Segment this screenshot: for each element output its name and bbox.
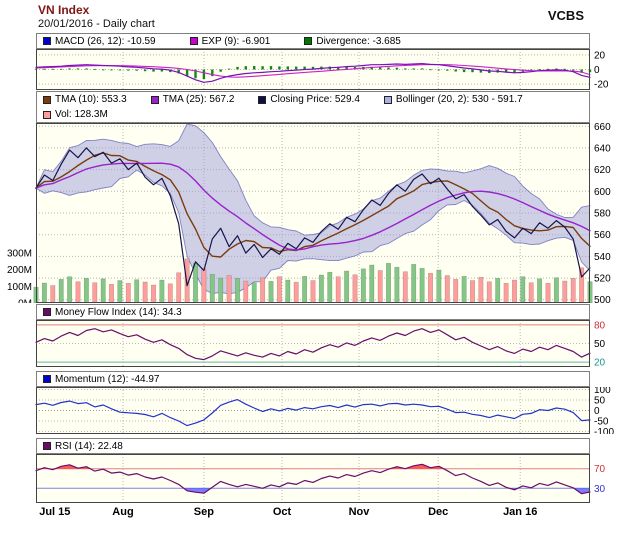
svg-text:-50: -50 — [594, 417, 609, 428]
svg-text:200M: 200M — [7, 265, 32, 276]
macd-legend-label: MACD (26, 12): -10.59 — [55, 35, 156, 47]
mfi-legend-label: Money Flow Index (14): 34.3 — [55, 306, 182, 318]
svg-text:0: 0 — [594, 406, 600, 417]
x-axis-label: Jan 16 — [503, 506, 538, 518]
closing-price-legend-item: Closing Price: 529.4 — [258, 94, 360, 105]
svg-text:100: 100 — [594, 387, 611, 396]
svg-text:640: 640 — [594, 143, 611, 154]
momentum-legend-label: Momentum (12): -44.97 — [55, 373, 160, 385]
macd-swatch — [43, 37, 51, 45]
rsi-legend-label: RSI (14): 22.48 — [55, 440, 123, 452]
svg-text:-100: -100 — [594, 427, 614, 434]
x-axis-label: Sep — [193, 506, 214, 518]
bollinger-swatch — [383, 95, 392, 104]
volume-legend-item: Vol: 128.3M — [43, 109, 108, 120]
x-axis-label: Oct — [272, 506, 292, 518]
x-axis-label: Dec — [428, 506, 449, 518]
bollinger-legend-item: Bollinger (20, 2): 530 - 591.7 — [383, 94, 523, 105]
tma10-legend-label: TMA (10): 553.3 — [55, 94, 127, 105]
rsi-swatch — [43, 442, 51, 450]
svg-text:540: 540 — [594, 252, 611, 263]
svg-text:600: 600 — [594, 187, 611, 198]
price-legend: TMA (10): 553.3 TMA (25): 567.2 Closing … — [36, 91, 590, 123]
svg-text:80: 80 — [594, 320, 606, 331]
tma10-swatch — [43, 95, 51, 104]
svg-text:70: 70 — [594, 464, 606, 475]
volume-legend-label: Vol: 128.3M — [55, 109, 108, 120]
svg-text:0: 0 — [594, 65, 600, 76]
momentum-legend: Momentum (12): -44.97 — [36, 371, 590, 387]
volume-swatch — [43, 110, 51, 119]
mfi-swatch — [43, 308, 51, 316]
tma25-legend-label: TMA (25): 567.2 — [162, 94, 235, 105]
divergence-swatch — [304, 37, 313, 45]
macd-legend-item: MACD (26, 12): -10.59 — [43, 36, 156, 47]
price-legend-row-2: Vol: 128.3M — [37, 107, 589, 122]
x-axis-label: Jul 15 — [39, 506, 71, 518]
price-legend-row-1: TMA (10): 553.3 TMA (25): 567.2 Closing … — [37, 92, 589, 107]
momentum-swatch — [43, 375, 51, 383]
rsi-legend-item: RSI (14): 22.48 — [43, 441, 123, 452]
rsi-plot: 70 30 — [35, 454, 606, 503]
svg-text:-20: -20 — [594, 80, 609, 90]
svg-text:300M: 300M — [7, 249, 32, 260]
divergence-legend-label: Divergence: -3.685 — [316, 35, 401, 47]
brand-logo: VCBS — [547, 8, 584, 23]
svg-text:30: 30 — [594, 484, 606, 495]
svg-text:20: 20 — [594, 50, 606, 61]
svg-text:100M: 100M — [7, 282, 32, 293]
svg-text:560: 560 — [594, 230, 611, 241]
rsi-legend: RSI (14): 22.48 — [36, 438, 590, 454]
exp-legend-label: EXP (9): -6.901 — [201, 35, 271, 47]
mfi-legend-item: Money Flow Index (14): 34.3 — [43, 307, 182, 318]
svg-text:620: 620 — [594, 165, 611, 176]
mfi-legend: Money Flow Index (14): 34.3 — [36, 304, 590, 320]
exp-legend-item: EXP (9): -6.901 — [189, 35, 271, 47]
closing-price-legend-label: Closing Price: 529.4 — [270, 94, 360, 105]
price-plot: 660 640 620 600 580 560 540 520 500 300M 200M 100M 0… — [7, 123, 611, 304]
tma25-legend-item: TMA (25): 567.2 — [150, 94, 235, 105]
macd-legend: MACD (26, 12): -10.59 EXP (9): -6.901 Di… — [36, 33, 590, 49]
divergence-legend-item: Divergence: -3.685 — [304, 36, 401, 47]
momentum-legend-item: Momentum (12): -44.97 — [43, 374, 160, 385]
svg-text:520: 520 — [594, 274, 611, 285]
svg-text:20: 20 — [594, 358, 606, 367]
svg-text:500: 500 — [594, 295, 611, 303]
x-axis-label: Nov — [348, 506, 370, 518]
x-axis: Jul 15 Aug Sep Oct Nov Dec Jan 16 — [0, 506, 620, 524]
tma25-swatch — [150, 95, 159, 104]
svg-text:50: 50 — [594, 339, 606, 350]
svg-text:580: 580 — [594, 209, 611, 220]
svg-text:660: 660 — [594, 123, 611, 133]
macd-plot: 20 0 -20 — [34, 49, 609, 90]
bollinger-legend-label: Bollinger (20, 2): 530 - 591.7 — [395, 94, 523, 105]
closing-price-swatch — [258, 95, 267, 104]
svg-text:0M: 0M — [18, 299, 32, 304]
chart-subtitle: 20/01/2016 - Daily chart — [38, 18, 155, 30]
mfi-plot: 80 50 20 — [35, 320, 606, 367]
tma10-legend-item: TMA (10): 553.3 — [43, 94, 127, 105]
svg-text:50: 50 — [594, 396, 606, 407]
chart-title: VN Index — [38, 3, 90, 17]
x-axis-label: Aug — [112, 506, 134, 518]
exp-swatch — [189, 37, 198, 45]
